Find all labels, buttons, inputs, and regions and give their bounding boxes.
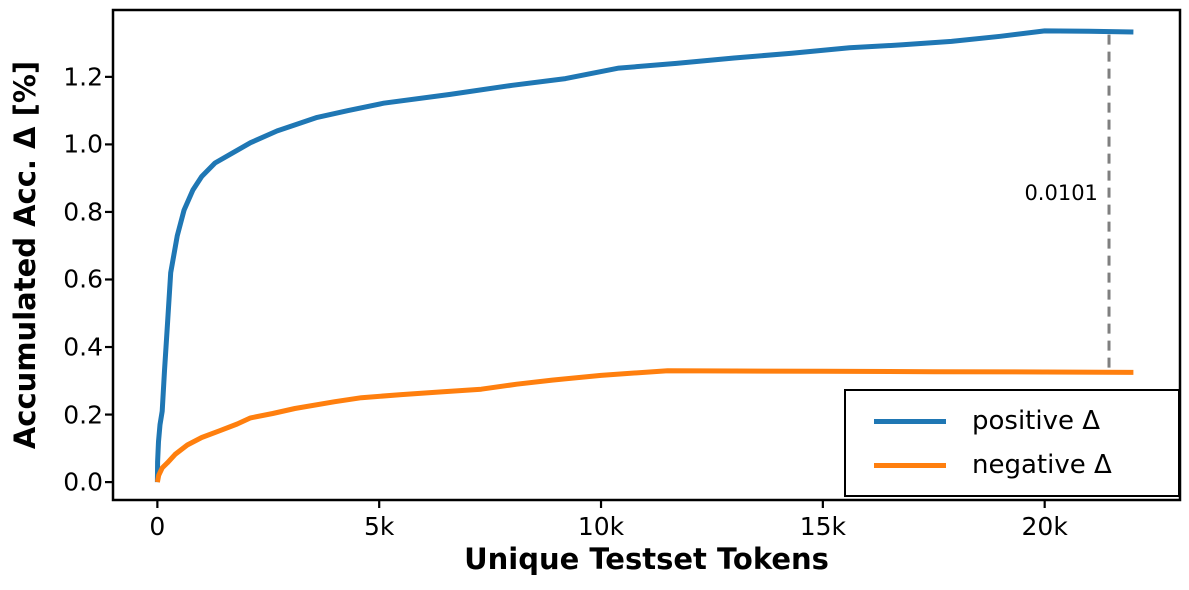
legend-entry-positive: positive Δ [874, 406, 1160, 436]
x-tick-label-0: 0 [149, 512, 166, 541]
y-axis-label: Accumulated Acc. Δ [%] [8, 60, 42, 450]
legend: positive Δ negative Δ [844, 389, 1180, 497]
legend-label: positive Δ [972, 406, 1101, 436]
legend-line-icon [874, 418, 946, 424]
y-tick-label-1.2: 1.2 [63, 62, 103, 92]
annotation-delta-value: 0.0101 [1024, 180, 1098, 205]
x-tick-label-15k: 15k [799, 512, 846, 541]
legend-line-icon [874, 462, 946, 468]
legend-entry-negative: negative Δ [874, 450, 1160, 480]
y-tick-label-0.4: 0.4 [63, 332, 103, 362]
x-tick-label-5k: 5k [363, 512, 395, 541]
y-tick-label-0.8: 0.8 [63, 197, 103, 227]
x-axis-label: Unique Testset Tokens [464, 542, 829, 576]
negative-delta-line [154, 368, 1134, 483]
y-tick-label-0.0: 0.0 [63, 467, 103, 497]
y-tick-label-0.6: 0.6 [63, 264, 103, 294]
y-tick-label-0.2: 0.2 [63, 400, 103, 430]
positive-delta-line [154, 28, 1134, 483]
y-tick-label-1.0: 1.0 [63, 129, 103, 159]
x-tick-label-10k: 10k [577, 512, 625, 541]
legend-label: negative Δ [972, 450, 1112, 480]
x-tick-label-20k: 20k [1021, 512, 1068, 541]
plot-border [111, 8, 1182, 502]
